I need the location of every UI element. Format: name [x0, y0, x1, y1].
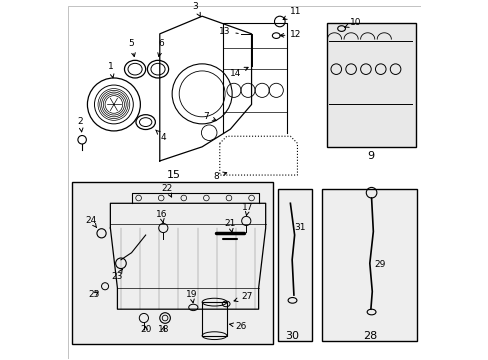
- Bar: [322, 189, 417, 341]
- Text: 16: 16: [156, 210, 167, 222]
- Text: 20: 20: [140, 325, 151, 334]
- Bar: [327, 23, 415, 147]
- Text: 21: 21: [224, 219, 236, 232]
- Text: 6: 6: [158, 39, 164, 57]
- Text: 30: 30: [285, 331, 299, 341]
- Text: 24: 24: [85, 216, 97, 228]
- Text: 17: 17: [242, 203, 253, 216]
- Text: 29: 29: [374, 260, 385, 269]
- Text: 8: 8: [213, 172, 226, 181]
- Text: 28: 28: [362, 331, 376, 341]
- Text: 27: 27: [234, 292, 252, 302]
- Text: 5: 5: [128, 39, 135, 57]
- Text: 23: 23: [111, 269, 123, 281]
- Bar: [202, 302, 226, 336]
- Text: 31: 31: [294, 223, 305, 232]
- Text: 12: 12: [280, 30, 301, 39]
- Text: 2: 2: [78, 117, 83, 132]
- Text: 3: 3: [192, 2, 200, 17]
- Text: 18: 18: [157, 325, 169, 334]
- Text: 1: 1: [107, 62, 114, 78]
- Text: 7: 7: [203, 112, 216, 121]
- Text: 13: 13: [219, 27, 238, 36]
- Text: 25: 25: [89, 290, 100, 299]
- Text: 11: 11: [283, 8, 301, 19]
- Text: 15: 15: [166, 170, 181, 180]
- Text: 22: 22: [161, 184, 172, 197]
- Text: 4: 4: [155, 130, 166, 142]
- Text: 10: 10: [344, 18, 361, 27]
- Text: 9: 9: [366, 150, 374, 161]
- Text: 14: 14: [229, 67, 247, 78]
- Bar: [71, 182, 272, 345]
- Text: 26: 26: [229, 321, 246, 330]
- Bar: [278, 189, 311, 341]
- Text: 19: 19: [185, 290, 197, 303]
